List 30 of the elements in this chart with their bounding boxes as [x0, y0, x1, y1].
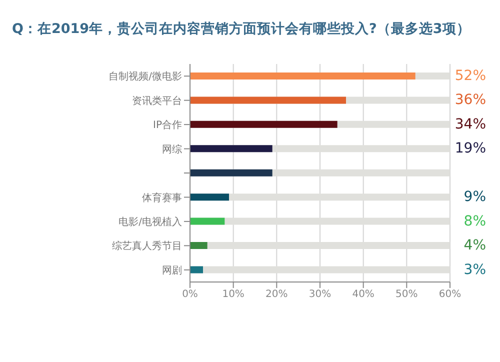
data-label: 8%	[464, 213, 486, 230]
x-tick-label: 0%	[182, 289, 198, 300]
y-tick-label: IP合作	[153, 119, 182, 132]
x-tick-label: 40%	[352, 289, 374, 300]
data-label: 4%	[464, 238, 486, 254]
x-tick-label: 30%	[308, 289, 332, 300]
y-tick-label: 电影/电视植入	[118, 216, 182, 228]
data-label: 36%	[454, 92, 486, 108]
chart-title: Q：在2019年，贵公司在内容营销方面预计会有哪些投入?（最多选3项）	[11, 20, 472, 39]
bar	[190, 145, 272, 152]
y-tick-label: 网综	[162, 143, 182, 156]
bar	[190, 242, 208, 250]
data-label: 19%	[454, 140, 486, 157]
bar	[190, 169, 272, 176]
data-label: 34%	[454, 116, 486, 132]
bar	[190, 218, 225, 225]
data-label: 9%	[464, 189, 486, 206]
data-label: 3%	[464, 262, 486, 278]
y-tick-label: 体育赛事	[142, 192, 182, 204]
x-tick-label: 10%	[222, 289, 244, 300]
x-tick-label: 50%	[396, 289, 418, 300]
bar	[190, 266, 203, 274]
data-label: 52%	[454, 68, 486, 84]
y-tick-label: 网剧	[162, 265, 182, 276]
x-tick-label: 60%	[438, 289, 462, 300]
y-tick-label: 自制视频/微电影	[108, 70, 182, 83]
bar	[190, 194, 229, 201]
y-tick-label: 综艺真人秀节目	[112, 240, 182, 252]
x-tick-label: 20%	[266, 289, 288, 300]
y-tick-label: 资讯类平台	[132, 94, 182, 107]
